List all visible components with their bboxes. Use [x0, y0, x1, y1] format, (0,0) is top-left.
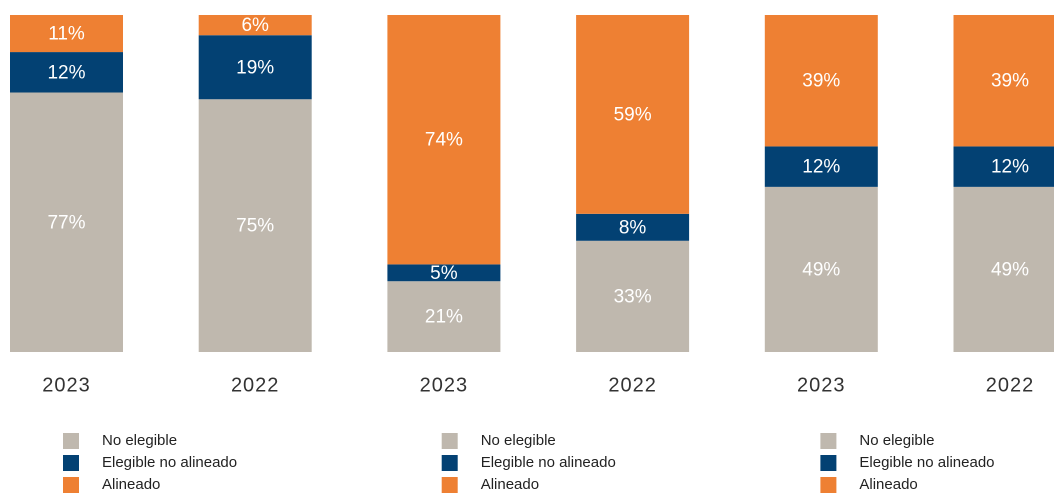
legend-label: No elegible	[481, 432, 556, 449]
legend-swatch	[820, 477, 836, 493]
legend-label: Alineado	[102, 476, 160, 493]
legend-label: Alineado	[859, 476, 917, 493]
legend-swatch	[63, 455, 79, 471]
data-label: 75%	[236, 216, 274, 237]
legend-swatch	[820, 433, 836, 449]
data-label: 12%	[802, 157, 840, 178]
data-label: 12%	[47, 62, 85, 83]
legend-swatch	[442, 455, 458, 471]
legend-label: No elegible	[102, 432, 177, 449]
x-tick-label: 2023	[420, 374, 469, 396]
x-tick-label: 2022	[231, 374, 280, 396]
legend-swatch	[442, 477, 458, 493]
legend-label: No elegible	[859, 432, 934, 449]
data-label: 12%	[991, 157, 1029, 178]
legend-swatch	[442, 433, 458, 449]
data-label: 77%	[47, 212, 85, 233]
legend-swatch	[63, 477, 79, 493]
legend-label: Alineado	[481, 476, 539, 493]
legend-label: Elegible no alineado	[481, 454, 616, 471]
x-tick-label: 2023	[797, 374, 846, 396]
data-label: 39%	[802, 71, 840, 92]
legend-label: Elegible no alineado	[102, 454, 237, 471]
data-label: 11%	[48, 24, 85, 45]
data-label: 49%	[991, 259, 1029, 280]
data-label: 33%	[614, 286, 652, 307]
x-tick-label: 2022	[608, 374, 657, 396]
data-label: 6%	[241, 15, 269, 36]
data-label: 5%	[430, 263, 458, 284]
data-label: 39%	[991, 71, 1029, 92]
data-label: 21%	[425, 307, 463, 328]
x-tick-label: 2023	[42, 374, 91, 396]
legend-swatch	[63, 433, 79, 449]
data-label: 19%	[236, 57, 274, 78]
legend-label: Elegible no alineado	[859, 454, 994, 471]
data-label: 8%	[619, 217, 647, 238]
data-label: 74%	[425, 130, 463, 151]
x-tick-label: 2022	[986, 374, 1035, 396]
legend-swatch	[820, 455, 836, 471]
data-label: 59%	[614, 104, 652, 125]
data-label: 49%	[802, 259, 840, 280]
